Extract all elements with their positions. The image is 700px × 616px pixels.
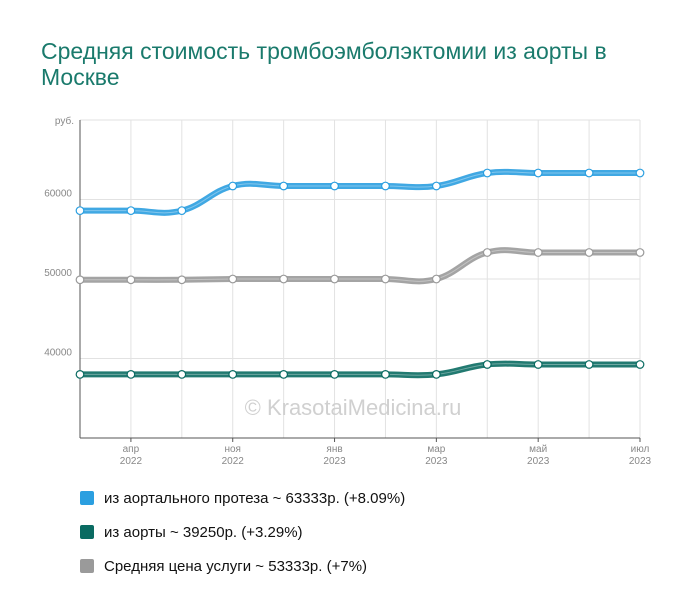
series-line-highlight-1: [80, 171, 640, 214]
x-tick-label-month: мар: [427, 444, 445, 455]
data-point: [75, 275, 85, 285]
legend-swatch: [80, 491, 94, 505]
series-line-highlight-3: [80, 249, 640, 282]
data-point: [228, 370, 238, 379]
legend-item: Средняя цена услуги ~ 53333р. (+7%): [80, 555, 405, 577]
legend-swatch: [80, 559, 94, 573]
x-tick-label-year: 2023: [527, 456, 550, 467]
data-point: [381, 181, 390, 191]
data-point: [482, 168, 492, 178]
data-point: [330, 181, 339, 191]
data-point: [584, 248, 594, 257]
y-tick-label: 50000: [44, 268, 72, 279]
data-point: [431, 370, 441, 379]
data-point: [75, 370, 85, 379]
data-point: [431, 274, 441, 284]
watermark: © KrasotaiMedicina.ru: [245, 395, 462, 420]
x-tick-label-year: 2022: [120, 456, 143, 467]
y-tick-label: 60000: [44, 189, 72, 200]
x-tick-label-year: 2022: [222, 456, 245, 467]
data-point: [177, 370, 187, 379]
legend-item: из аорты ~ 39250р. (+3.29%): [80, 521, 405, 543]
data-point: [584, 360, 594, 369]
legend: из аортального протеза ~ 63333р. (+8.09%…: [80, 487, 405, 589]
x-tick-label-month: июл: [631, 444, 650, 455]
x-tick-label-month: ноя: [224, 444, 241, 455]
y-tick-label: 40000: [44, 348, 72, 359]
data-point: [279, 274, 289, 284]
x-tick-label-month: янв: [326, 444, 342, 455]
data-point: [482, 360, 492, 369]
data-point: [533, 248, 543, 257]
data-point: [533, 360, 543, 369]
data-point: [126, 275, 136, 285]
data-point: [177, 206, 187, 216]
x-tick-label-year: 2023: [323, 456, 346, 467]
series-line-2: [77, 360, 643, 379]
data-point: [635, 248, 645, 257]
legend-label: из аорты ~ 39250р. (+3.29%): [104, 523, 303, 541]
data-point: [584, 168, 594, 178]
data-point: [330, 370, 339, 379]
legend-label: Средняя цена услуги ~ 53333р. (+7%): [104, 557, 368, 575]
axes: руб.400005000060000апр2022ноя2022янв2023…: [44, 115, 651, 467]
x-tick-label-year: 2023: [629, 456, 652, 467]
legend-swatch: [80, 525, 94, 539]
data-point: [228, 181, 238, 191]
legend-item: из аортального протеза ~ 63333р. (+8.09%…: [80, 487, 405, 509]
chart-title: Средняя стоимость тромбоэмболэктомии из …: [41, 38, 607, 90]
data-points: [75, 168, 645, 379]
data-point: [431, 181, 441, 191]
data-point: [177, 275, 187, 285]
data-point: [228, 274, 238, 284]
series-lines: [77, 168, 643, 379]
legend-label: из аортального протеза ~ 63333р. (+8.09%…: [104, 489, 406, 507]
x-tick-label-month: май: [529, 444, 547, 455]
series-line-1: [77, 168, 643, 216]
y-axis-unit-label: руб.: [55, 115, 74, 127]
data-point: [381, 274, 390, 284]
data-point: [330, 274, 339, 284]
data-point: [635, 360, 645, 369]
data-point: [279, 181, 289, 191]
series-line-3: [77, 247, 643, 285]
data-point: [279, 370, 289, 379]
data-point: [482, 248, 492, 257]
data-point: [533, 168, 543, 178]
x-tick-label-year: 2023: [425, 456, 448, 467]
series-line-highlight-2: [80, 363, 640, 376]
x-tick-label-month: апр: [123, 444, 140, 455]
data-point: [635, 168, 645, 178]
data-point: [75, 206, 85, 216]
data-point: [126, 370, 136, 379]
data-point: [381, 370, 390, 379]
data-point: [126, 206, 136, 216]
